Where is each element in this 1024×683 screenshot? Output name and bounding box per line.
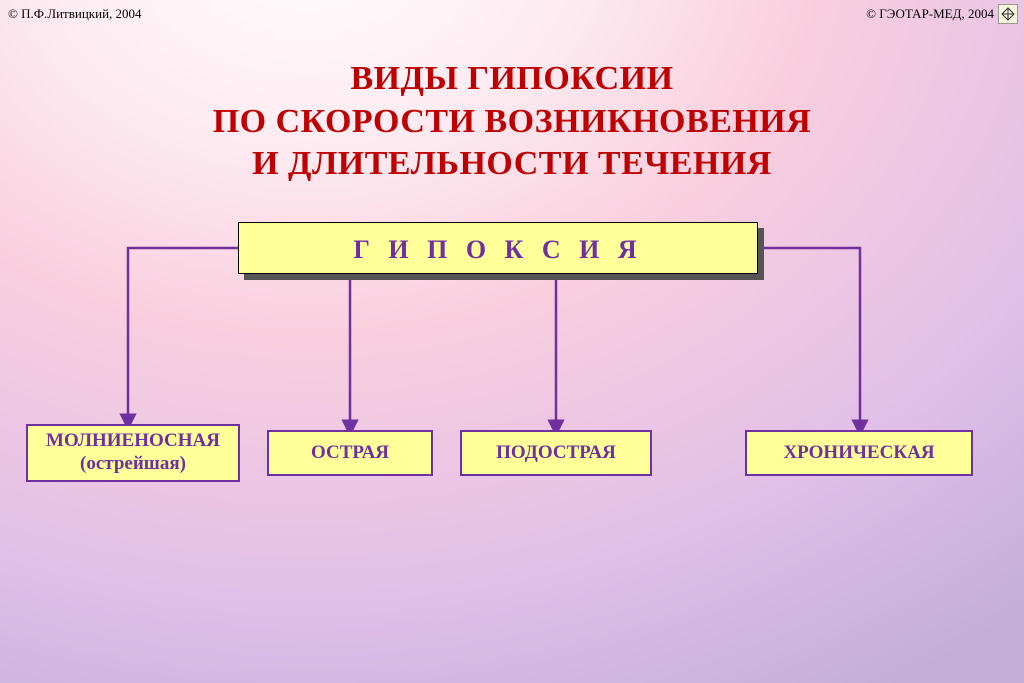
- slideshow-icon: [998, 4, 1018, 24]
- root-label: Г И П О К С И Я: [353, 235, 642, 264]
- child-sublabel-0: (острейшая): [46, 453, 220, 476]
- slide-title: ВИДЫ ГИПОКСИИ ПО СКОРОСТИ ВОЗНИКНОВЕНИЯ …: [0, 58, 1024, 186]
- child-label-1: ОСТРАЯ: [311, 442, 389, 463]
- title-line-3: И ДЛИТЕЛЬНОСТИ ТЕЧЕНИЯ: [0, 143, 1024, 186]
- child-label-2: ПОДОСТРАЯ: [496, 442, 616, 463]
- title-line-2: ПО СКОРОСТИ ВОЗНИКНОВЕНИЯ: [0, 101, 1024, 144]
- child-label-3: ХРОНИЧЕСКАЯ: [783, 442, 934, 463]
- child-label-0: МОЛНИЕНОСНАЯ: [46, 430, 220, 451]
- root-node: Г И П О К С И Я: [238, 222, 758, 274]
- child-node-0: МОЛНИЕНОСНАЯ(острейшая): [26, 424, 240, 482]
- title-line-1: ВИДЫ ГИПОКСИИ: [0, 58, 1024, 101]
- child-node-1: ОСТРАЯ: [267, 430, 433, 476]
- child-node-3: ХРОНИЧЕСКАЯ: [745, 430, 973, 476]
- child-node-2: ПОДОСТРАЯ: [460, 430, 652, 476]
- copyright-left: © П.Ф.Литвицкий, 2004: [8, 6, 142, 22]
- copyright-right: © ГЭОТАР-МЕД, 2004: [866, 6, 994, 22]
